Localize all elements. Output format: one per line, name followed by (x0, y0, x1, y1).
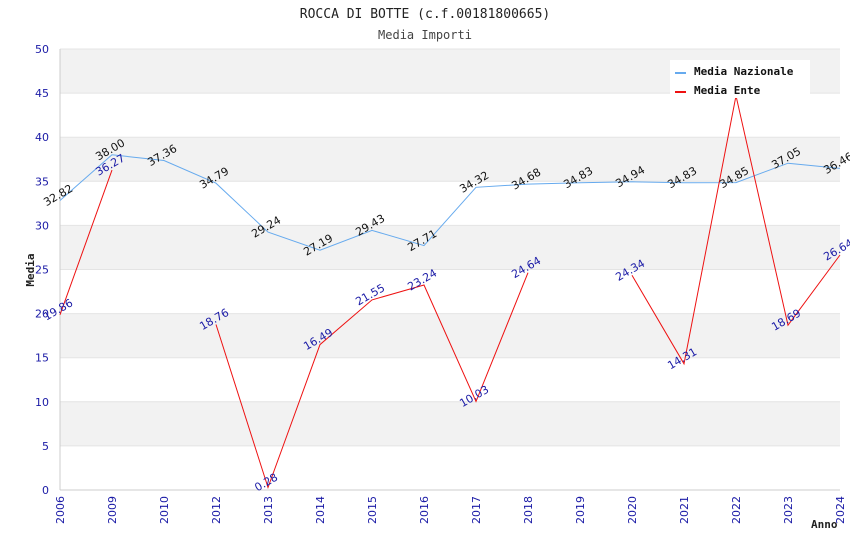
y-tick-label: 5 (42, 440, 49, 453)
x-tick-label: 2017 (470, 496, 483, 524)
grid-band (60, 269, 840, 314)
x-tick-label: 2015 (366, 496, 379, 524)
x-tick-label: 2019 (574, 496, 587, 524)
series-line-media-nazionale (59, 154, 841, 251)
x-tick-label: 2016 (418, 496, 431, 524)
legend: Media Nazionale Media Ente (670, 60, 810, 98)
x-tick-label: 2009 (106, 496, 119, 524)
legend-label-media-ente: Media Ente (694, 84, 761, 97)
x-tick-label: 2022 (730, 496, 743, 524)
x-tick-label: 2010 (158, 496, 171, 524)
grid-bands (60, 49, 840, 490)
y-tick-label: 45 (35, 87, 49, 100)
x-tick-label: 2018 (522, 496, 535, 524)
legend-label-media-nazionale: Media Nazionale (694, 65, 794, 78)
y-tick-label: 15 (35, 352, 49, 365)
y-tick-label: 30 (35, 219, 49, 232)
legend-box (670, 60, 810, 98)
y-tick-label: 20 (35, 308, 49, 321)
series-line-media-ente (215, 272, 529, 490)
grid-band (60, 137, 840, 182)
grid-band (60, 93, 840, 138)
grid-band (60, 357, 840, 402)
x-tick-label: 2014 (314, 496, 327, 524)
grid-band (60, 401, 840, 446)
x-tick-labels: 2006 2009 2010 2012 2013 2014 2015 2016 2017 2018… (54, 496, 847, 524)
grid-band (60, 445, 840, 490)
y-tick-label: 40 (35, 131, 49, 144)
series-lines (59, 95, 841, 490)
axes (59, 49, 840, 491)
x-tick-label: 2023 (782, 496, 795, 524)
x-tick-label: 2012 (210, 496, 223, 524)
y-tick-label: 0 (42, 484, 49, 497)
chart-subtitle: Media Importi (378, 28, 472, 42)
x-tick-label: 2024 (834, 496, 847, 524)
y-tick-label: 10 (35, 396, 49, 409)
chart-title: ROCCA DI BOTTE (c.f.00181800665) (300, 7, 550, 22)
grid-band (60, 313, 840, 358)
y-axis-label: Media (24, 253, 37, 286)
grid-band (60, 225, 840, 270)
x-tick-label: 2006 (54, 496, 67, 524)
x-axis-label: Anno (811, 518, 838, 531)
x-tick-label: 2021 (678, 496, 691, 524)
x-tick-label: 2020 (626, 496, 639, 524)
y-tick-labels: 0 5 10 15 20 25 30 35 40 45 50 (35, 43, 49, 497)
y-tick-label: 25 (35, 264, 49, 277)
y-tick-label: 50 (35, 43, 49, 56)
series-line-media-ente (59, 169, 113, 315)
x-tick-label: 2013 (262, 496, 275, 524)
grid-band (60, 181, 840, 226)
y-tick-label: 35 (35, 175, 49, 188)
